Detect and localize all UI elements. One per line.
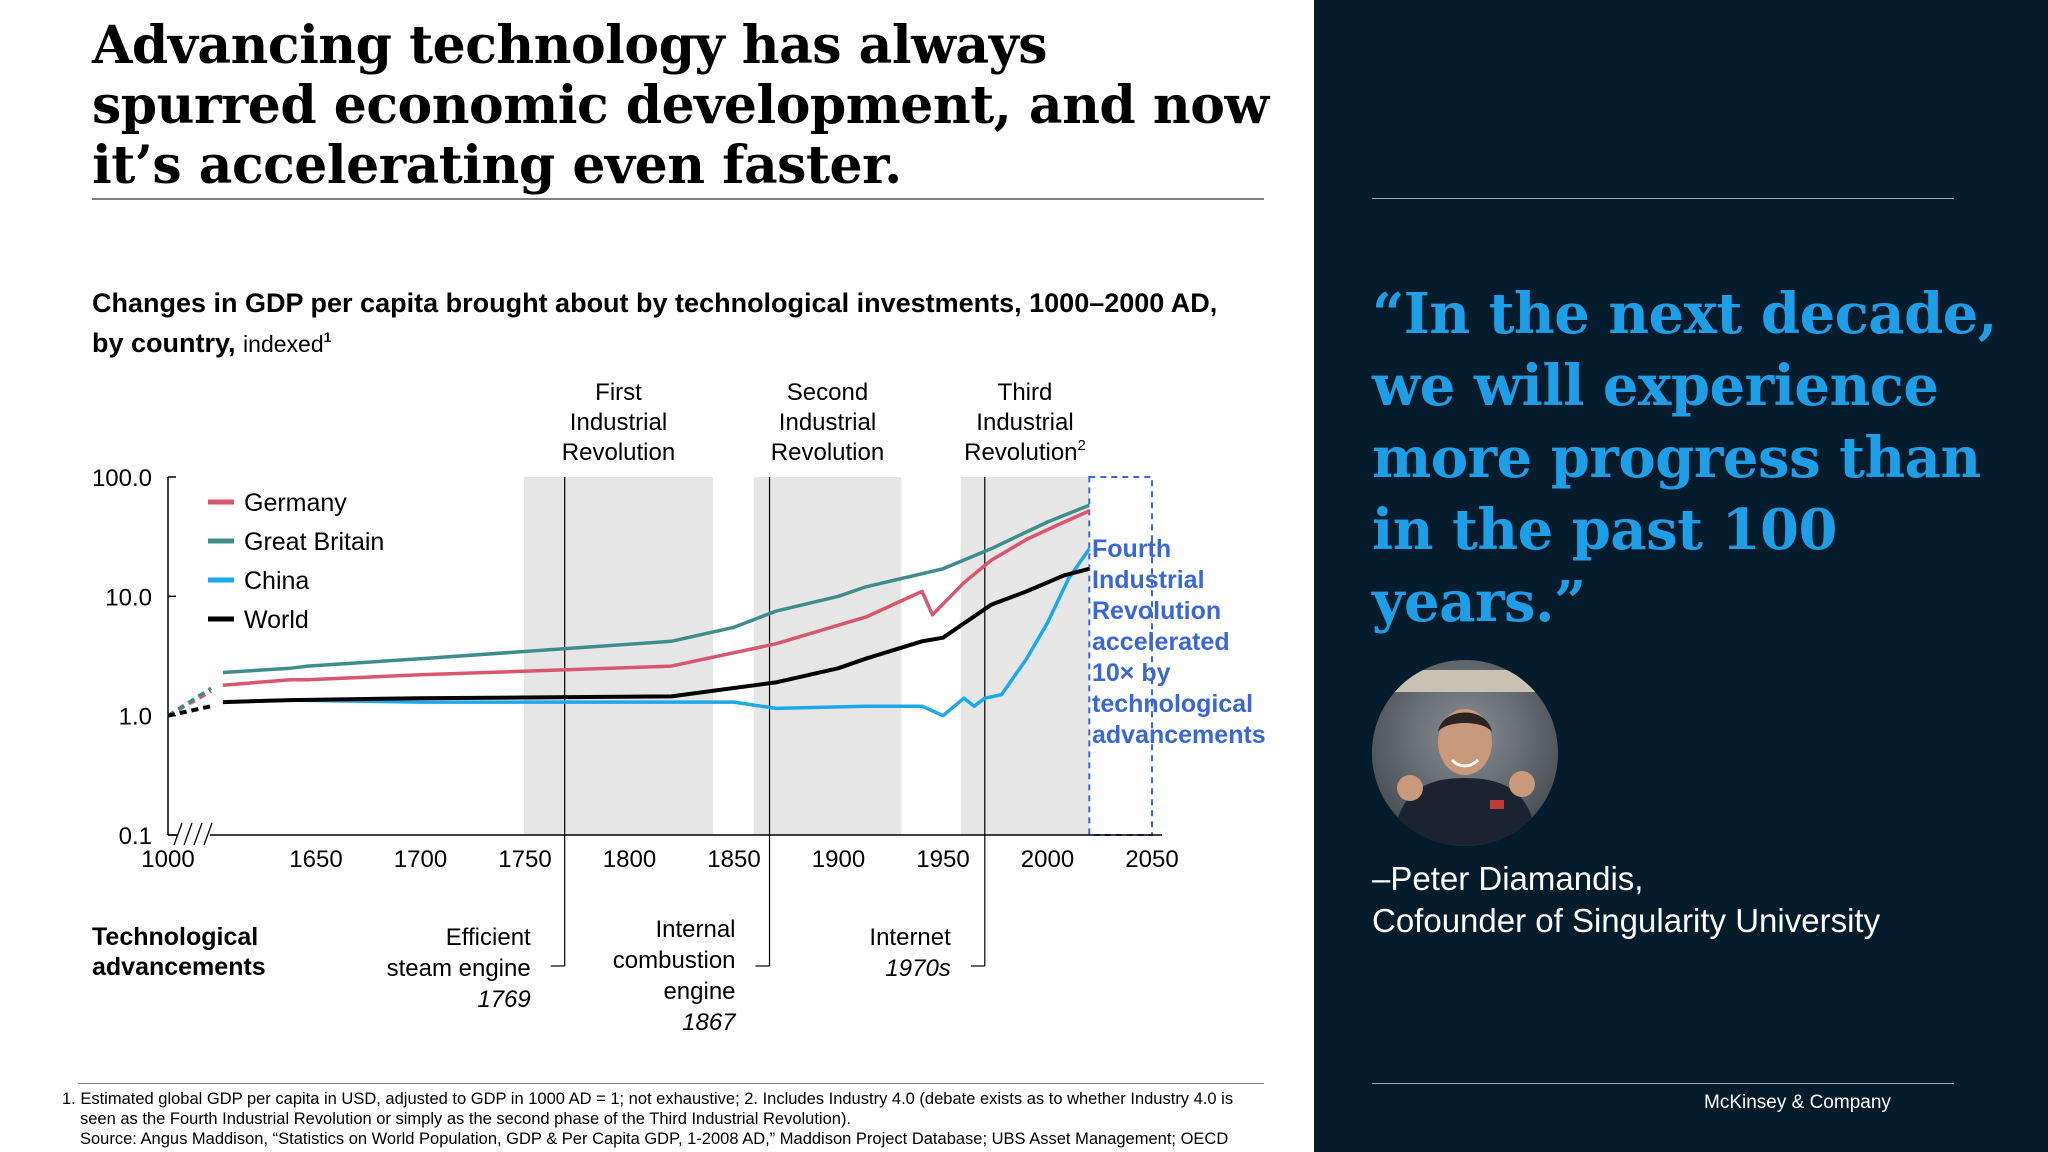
- quote-divider-top: [1372, 198, 1954, 199]
- quote-panel: “In the next decade, we will experience …: [1314, 0, 2048, 1152]
- technology-name: steam engine: [387, 955, 531, 982]
- revolution-label: First: [595, 379, 642, 406]
- headline-divider: [92, 198, 1264, 200]
- fourth-revolution-text: Industrial: [1092, 566, 1205, 594]
- series-line: [222, 503, 1090, 675]
- chart-title-footnote-ref: 1: [323, 329, 332, 345]
- y-tick-label: 10.0: [105, 584, 152, 611]
- revolution-band: [960, 477, 1090, 835]
- axis-break-mark: [183, 822, 193, 846]
- fourth-revolution-text: Revolution: [1092, 597, 1221, 625]
- quote-text: “In the next decade, we will experience …: [1372, 281, 1997, 635]
- revolution-label: Industrial: [570, 409, 667, 436]
- footnotes-divider: [78, 1083, 1264, 1084]
- revolution-band: [523, 477, 714, 835]
- revolution-label: Second: [787, 379, 868, 406]
- x-tick-label: 1950: [916, 846, 969, 873]
- fourth-revolution-text: technological: [1092, 690, 1253, 718]
- series-line-dashed: [167, 686, 213, 718]
- x-tick-label: 2050: [1125, 846, 1178, 873]
- source-line: Source: Angus Maddison, “Statistics on W…: [80, 1130, 1229, 1148]
- y-tick-label: 100.0: [92, 465, 152, 492]
- revolution-label: Revolution: [771, 439, 884, 466]
- fourth-revolution-text: Fourth: [1092, 535, 1171, 563]
- revolution-label: Third: [998, 379, 1053, 406]
- footnote-line: seen as the Fourth Industrial Revolution…: [80, 1110, 852, 1128]
- x-tick-label: 1750: [498, 846, 551, 873]
- brand-logo-text: McKinsey & Company: [1704, 1092, 1891, 1113]
- fourth-revolution-text: accelerated: [1092, 628, 1230, 656]
- quote-attribution: –Peter Diamandis, Cofounder of Singulari…: [1372, 858, 2032, 942]
- legend-label: World: [244, 606, 309, 634]
- axis-break-mark: [193, 822, 203, 846]
- technology-name: engine: [663, 978, 735, 1005]
- chart-title-unit: indexed: [243, 331, 324, 357]
- technology-name: combustion: [613, 947, 736, 974]
- technology-heading: advancements: [92, 953, 266, 981]
- series-line: [222, 566, 1090, 705]
- avatar: [1372, 660, 1558, 846]
- x-tick-label: 1000: [141, 846, 194, 873]
- x-tick-label: 1650: [289, 846, 342, 873]
- axis-break-mark: [203, 822, 213, 846]
- technology-year: 1970s: [885, 955, 950, 982]
- headline: Advancing technology has always spurred …: [92, 15, 1269, 196]
- chart-title-text: Changes in GDP per capita brought about …: [92, 288, 1218, 358]
- quote-divider-bottom: [1372, 1083, 1954, 1084]
- legend-label: Great Britain: [244, 528, 384, 556]
- x-tick-label: 1850: [707, 846, 760, 873]
- gdp-chart: First Industrial Revolution Second Industria…: [92, 379, 1266, 1036]
- series-line: [222, 547, 1091, 718]
- series-line-dashed: [167, 704, 212, 718]
- revolution-label: Revolution2: [964, 437, 1086, 466]
- fourth-revolution-box: [1088, 476, 1154, 836]
- revolution-label: Revolution: [562, 439, 675, 466]
- technology-year: 1769: [477, 986, 530, 1013]
- x-tick-label: 2000: [1021, 846, 1074, 873]
- legend-label: Germany: [244, 489, 347, 517]
- technology-year: 1867: [682, 1009, 737, 1036]
- y-tick-label: 1.0: [119, 704, 152, 731]
- main-panel: Advancing technology has always spurred …: [62, 15, 1302, 1149]
- footnote-line: 1. Estimated global GDP per capita in US…: [62, 1090, 1234, 1108]
- series-line: [222, 509, 1091, 687]
- legend-label: China: [244, 567, 309, 595]
- revolution-label: Industrial: [779, 409, 876, 436]
- x-tick-label: 1700: [394, 846, 447, 873]
- axis-break-mark: [173, 822, 183, 846]
- quote-author: –Peter Diamandis,: [1372, 860, 1644, 897]
- x-tick-label: 1900: [812, 846, 865, 873]
- technology-name: Efficient: [446, 924, 531, 951]
- revolution-label: Industrial: [976, 409, 1073, 436]
- footnotes: 1. Estimated global GDP per capita in US…: [62, 1089, 1302, 1149]
- chart-title: Changes in GDP per capita brought about …: [92, 286, 1242, 361]
- technology-name: Internet: [869, 924, 951, 951]
- fourth-revolution-text: advancements: [1092, 721, 1266, 749]
- fourth-revolution-text: 10× by: [1092, 659, 1171, 687]
- x-tick-label: 1800: [603, 846, 656, 873]
- quote-author-role: Cofounder of Singularity University: [1372, 902, 1881, 939]
- technology-heading: Technological: [92, 923, 258, 951]
- portrait-photo: [1372, 660, 1558, 846]
- y-tick-label: 0.1: [119, 823, 152, 850]
- technology-name: Internal: [655, 916, 735, 943]
